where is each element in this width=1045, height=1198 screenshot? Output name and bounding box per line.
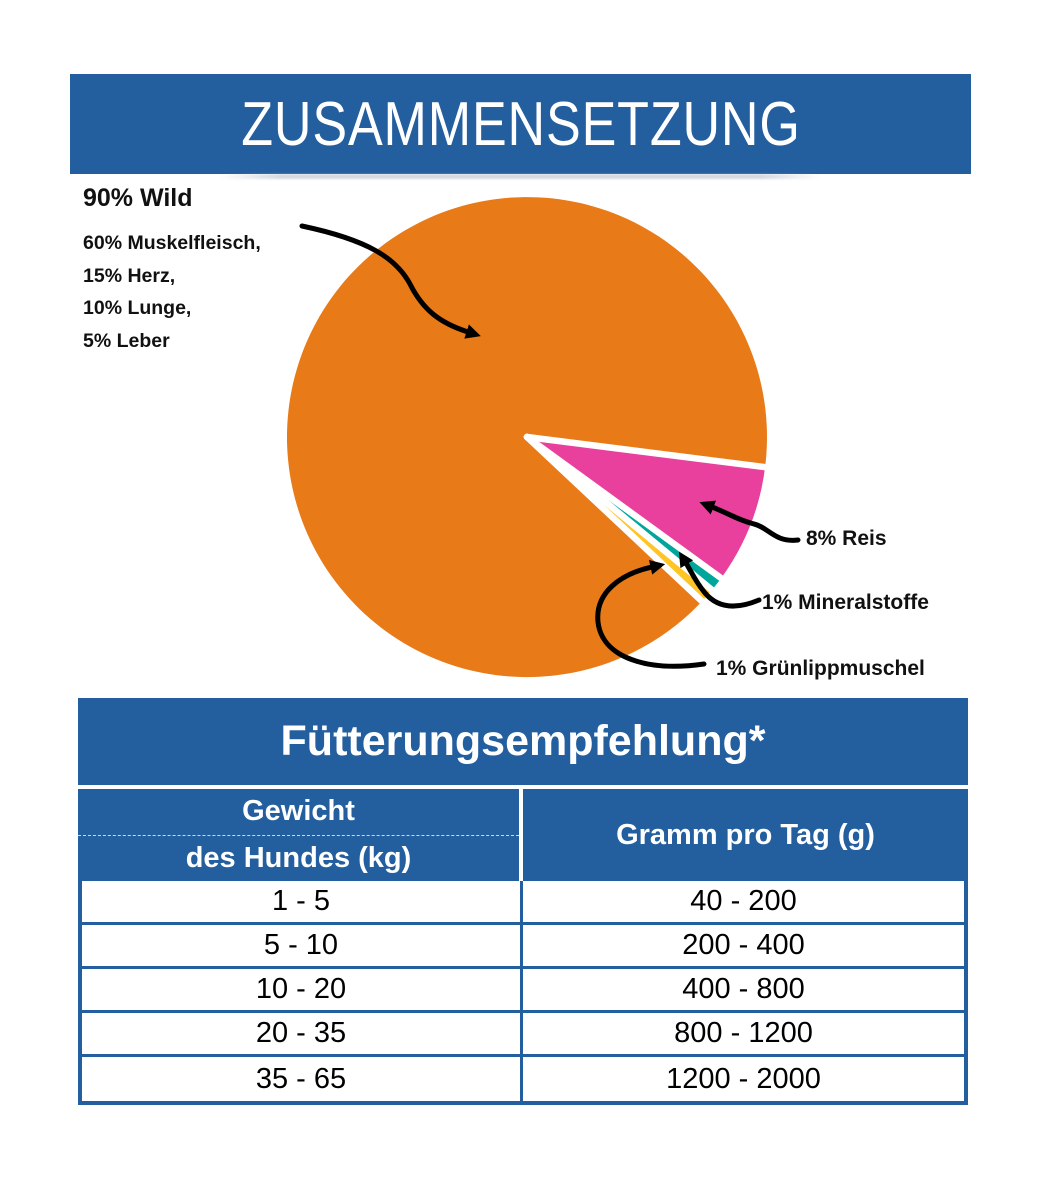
weight-range-cell: 10 - 20 <box>82 969 523 1010</box>
mineralstoffe-callout-arrow <box>678 551 762 609</box>
column-header-weight-line1: Gewicht <box>78 789 519 836</box>
pie-slice-wild <box>286 197 767 678</box>
column-header-grams-text: Gramm pro Tag (g) <box>616 818 875 851</box>
reis-slice-label: 8% Reis <box>806 527 887 550</box>
pie-slice-mineralstoffe <box>527 437 722 590</box>
column-header-weight-line2: des Hundes (kg) <box>185 841 412 874</box>
pie-slice-reis <box>527 437 766 579</box>
feeding-table-body: 1 - 5 40 - 200 5 - 10 200 - 400 10 - 20 … <box>78 881 968 1105</box>
wild-detail-line: 5% Leber <box>83 329 170 352</box>
feeding-table-title: Fütterungsempfehlung* <box>78 698 968 789</box>
weight-range-cell: 20 - 35 <box>82 1013 523 1054</box>
mineralstoffe-slice-label: 1% Mineralstoffe <box>762 591 929 614</box>
pie-slice-separators <box>523 433 776 610</box>
gruenlippmuschel-callout-arrow <box>595 559 707 669</box>
grams-range-cell: 200 - 400 <box>682 929 805 961</box>
reis-callout-arrow <box>699 500 801 543</box>
column-header-grams: Gramm pro Tag (g) <box>523 789 968 881</box>
wild-detail-line: 60% Muskelfleisch, <box>83 232 261 254</box>
column-header-weight: Gewicht des Hundes (kg) <box>78 789 523 881</box>
table-row: 1 - 5 40 - 200 <box>82 881 964 925</box>
weight-range-cell: 5 - 10 <box>82 925 523 966</box>
wild-detail-line: 15% Herz, <box>83 264 176 287</box>
pie-slice-gruenlippmuschel <box>527 437 712 602</box>
composition-header-bar: ZUSAMMENSETZUNG <box>70 74 971 174</box>
table-row: 20 - 35 800 - 1200 <box>82 1013 964 1057</box>
wild-detail-line: 10% Lunge, <box>83 297 192 319</box>
grams-range-cell: 800 - 1200 <box>674 1017 813 1049</box>
gruenlippmuschel-slice-label: 1% Grünlippmuschel <box>716 657 925 680</box>
page-title: ZUSAMMENSETZUNG <box>240 89 801 159</box>
table-row: 10 - 20 400 - 800 <box>82 969 964 1013</box>
weight-range-cell: 1 - 5 <box>82 881 523 922</box>
grams-range-cell: 1200 - 2000 <box>666 1062 821 1095</box>
grams-range-cell: 40 - 200 <box>690 885 797 917</box>
feeding-recommendation-table: Fütterungsempfehlung* Gewicht des Hundes… <box>78 698 968 1105</box>
weight-range-cell: 35 - 65 <box>82 1057 523 1101</box>
wild-slice-detail-list: 60% Muskelfleisch, 15% Herz, 10% Lunge, … <box>83 227 261 357</box>
feeding-table-header-row: Gewicht des Hundes (kg) Gramm pro Tag (g… <box>78 789 968 881</box>
wild-slice-label: 90% Wild <box>83 184 193 212</box>
table-row: 5 - 10 200 - 400 <box>82 925 964 969</box>
grams-range-cell: 400 - 800 <box>682 973 805 1005</box>
wild-callout-arrow <box>299 223 481 339</box>
table-row: 35 - 65 1200 - 2000 <box>82 1057 964 1101</box>
